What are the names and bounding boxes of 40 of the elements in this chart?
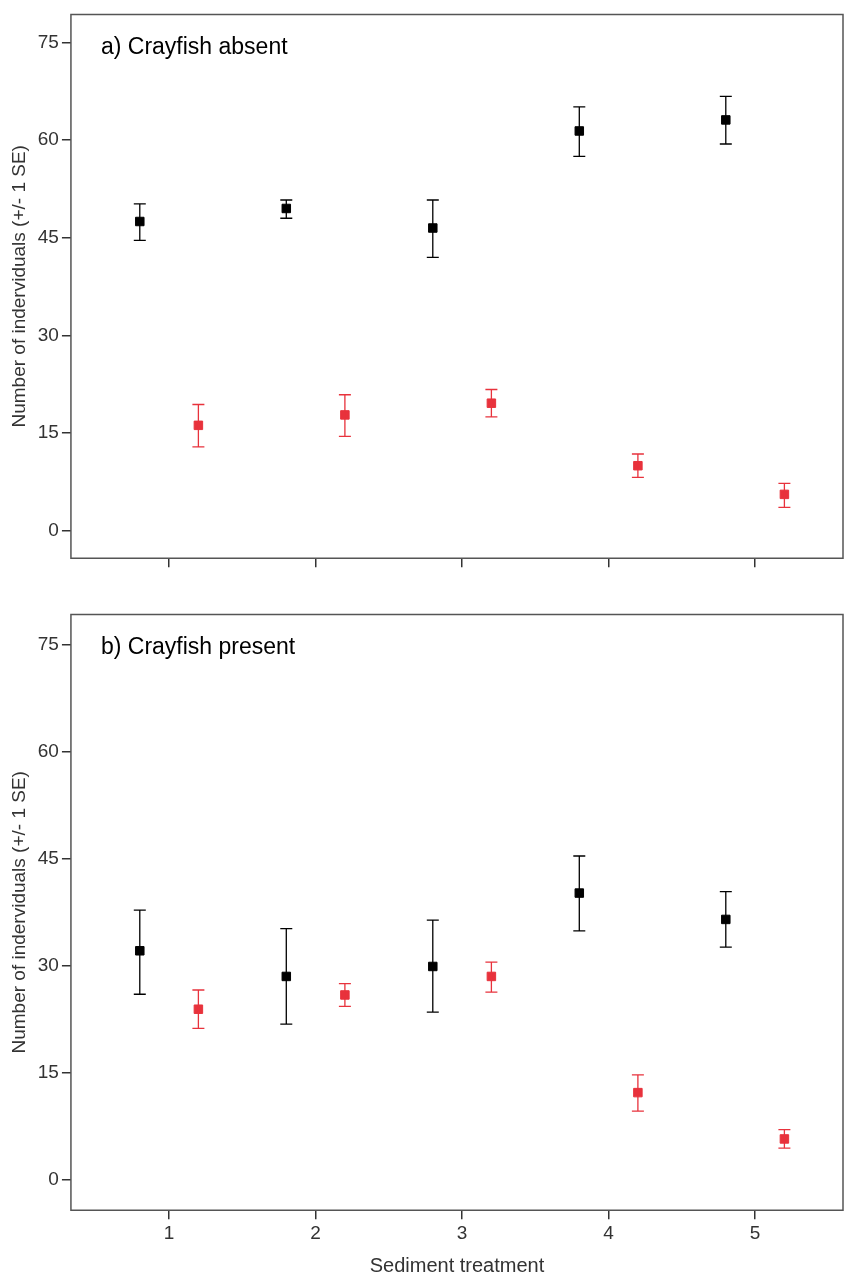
text: b) Crayfish present [100, 633, 296, 660]
x-tick-label: 2 [310, 1221, 321, 1243]
point [574, 888, 585, 898]
point [633, 460, 643, 471]
y-tick-label: 60 [37, 128, 59, 150]
y-tick-label: 75 [37, 30, 59, 52]
point [428, 961, 438, 972]
y-tick-label: 30 [37, 953, 59, 975]
point [281, 971, 292, 982]
point [135, 216, 145, 227]
point [574, 126, 585, 136]
x-axis-title: Sediment treatment [369, 1253, 545, 1276]
y-tick-label: 0 [48, 519, 59, 541]
point [779, 489, 790, 500]
point [193, 420, 204, 431]
y-tick-label: 75 [37, 633, 59, 655]
point [721, 115, 731, 125]
x-tick-label: 4 [603, 1221, 615, 1243]
point [633, 1087, 643, 1098]
y-tick-label: 30 [37, 323, 59, 345]
y-axis-title: Number of inderviduals (+/- 1 SE) [7, 145, 29, 428]
y-tick-label: 45 [37, 226, 59, 248]
y-tick-label: 15 [37, 1060, 59, 1082]
y-tick-label: 60 [37, 740, 59, 762]
y-axis-title: Number of inderviduals (+/- 1 SE) [7, 771, 29, 1054]
point [721, 914, 731, 925]
point [281, 203, 292, 214]
point [340, 410, 350, 420]
text: a) Crayfish absent [100, 33, 289, 60]
y-tick-label: 15 [37, 421, 59, 443]
y-tick-label: 45 [37, 847, 59, 869]
point [193, 1004, 204, 1014]
y-tick-label: 0 [48, 1167, 59, 1189]
x-tick-label: 1 [163, 1221, 175, 1243]
x-tick-label: 5 [749, 1221, 761, 1243]
x-tick-label: 3 [456, 1221, 468, 1243]
point [428, 223, 438, 233]
point [135, 946, 145, 956]
point [340, 990, 350, 1000]
point [486, 398, 497, 408]
